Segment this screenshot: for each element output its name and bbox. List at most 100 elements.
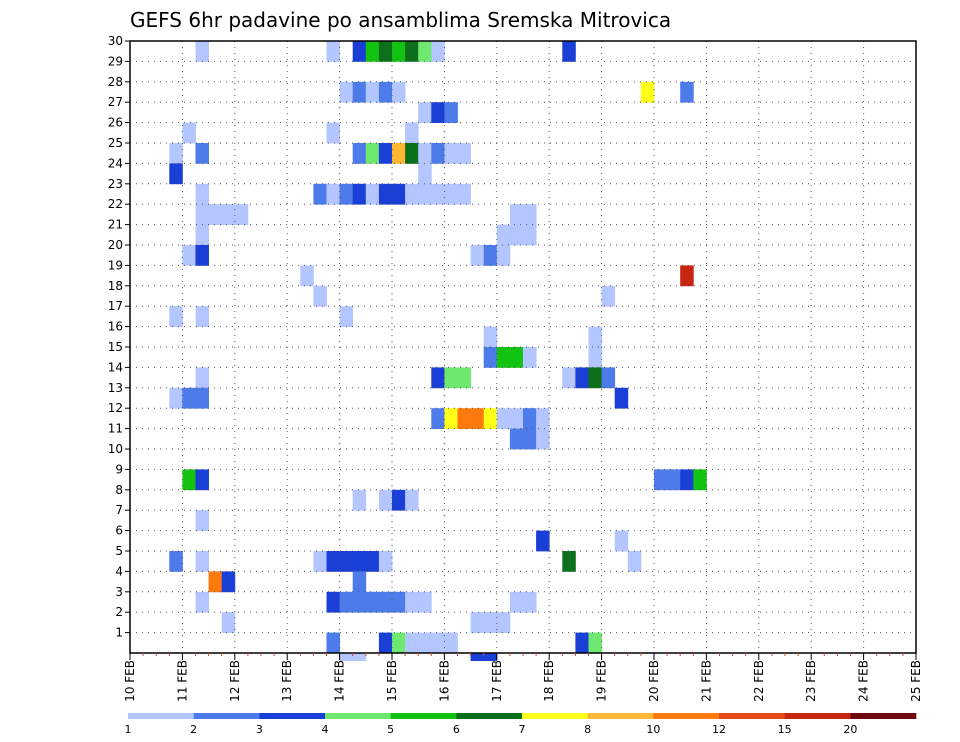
heatmap-cell	[444, 143, 458, 164]
y-tick-label: 15	[108, 340, 123, 354]
heatmap-cell	[470, 653, 485, 661]
heatmap-cell	[601, 285, 616, 307]
heatmap-cell	[470, 612, 485, 633]
heatmap-cell	[352, 41, 367, 62]
heatmap-cell	[457, 408, 471, 429]
heatmap-cell	[392, 143, 406, 164]
heatmap-cell	[523, 591, 537, 613]
heatmap-cell	[509, 428, 524, 450]
heatmap-cell	[326, 183, 340, 205]
heatmap-cell	[627, 551, 642, 572]
heatmap-cell	[169, 143, 183, 164]
heatmap-cell	[195, 551, 209, 572]
heatmap-cell	[326, 591, 340, 613]
heatmap-cell	[523, 204, 537, 225]
x-date-label: 13 FEB	[280, 660, 294, 702]
heatmap-cell	[405, 489, 419, 511]
y-axis: 1234567891011121314151617181920212223242…	[108, 34, 130, 640]
heatmap-cell	[496, 408, 511, 429]
heatmap-cell	[352, 551, 367, 572]
heatmap-cell	[326, 551, 340, 572]
heatmap-cell	[680, 469, 694, 491]
heatmap-cell	[392, 489, 406, 511]
heatmap-cell	[169, 387, 183, 409]
heatmap-cells	[169, 41, 707, 661]
heatmap-cell	[378, 41, 393, 62]
heatmap-cell	[562, 41, 576, 62]
heatmap-cell	[195, 245, 209, 266]
heatmap-cell	[392, 591, 406, 613]
colorbar-swatch	[850, 713, 917, 719]
heatmap-cell	[483, 326, 498, 348]
heatmap-cell	[195, 204, 209, 225]
y-tick-label: 17	[108, 299, 123, 313]
y-tick-label: 8	[115, 483, 123, 497]
heatmap-cell	[444, 102, 458, 123]
heatmap-cell	[431, 41, 445, 62]
x-date-label: 11 FEB	[175, 660, 189, 702]
heatmap-cell	[208, 571, 223, 593]
heatmap-cell	[339, 653, 354, 661]
y-tick-label: 25	[108, 136, 123, 150]
y-tick-label: 29	[108, 54, 123, 68]
heatmap-cell	[640, 81, 655, 103]
colorbar-label: 10	[646, 723, 660, 736]
heatmap-cell	[313, 551, 327, 572]
heatmap-cell	[457, 143, 471, 164]
heatmap-cell	[195, 387, 209, 409]
heatmap-cell	[352, 143, 367, 164]
heatmap-cell	[693, 469, 707, 491]
colorbar-label: 4	[322, 723, 329, 736]
heatmap-cell	[601, 367, 616, 389]
heatmap-cell	[509, 204, 524, 225]
heatmap-cell	[483, 612, 498, 633]
heatmap-cell	[509, 408, 524, 429]
y-tick-label: 30	[108, 34, 123, 48]
heatmap-cell	[195, 367, 209, 389]
heatmap-cell	[182, 387, 196, 409]
heatmap-cell	[483, 245, 498, 266]
heatmap-cell	[509, 224, 524, 246]
colorbar-swatch	[128, 713, 194, 719]
heatmap-cell	[195, 183, 209, 205]
heatmap-cell	[496, 347, 511, 368]
y-tick-label: 5	[115, 544, 123, 558]
heatmap-cell	[614, 387, 629, 409]
heatmap-cell	[352, 571, 367, 593]
heatmap-cell	[536, 530, 550, 552]
heatmap-cell	[588, 326, 602, 348]
heatmap-cell	[339, 183, 354, 205]
heatmap-cell	[365, 551, 380, 572]
heatmap-cell	[470, 408, 485, 429]
heatmap-cell	[195, 41, 209, 62]
heatmap-cell	[444, 367, 458, 389]
heatmap-cell	[588, 367, 602, 389]
y-tick-label: 28	[108, 75, 123, 89]
heatmap-cell	[483, 347, 498, 368]
y-tick-label: 26	[108, 116, 123, 130]
heatmap-cell	[339, 306, 354, 327]
heatmap-cell	[523, 347, 537, 368]
heatmap-cell	[457, 367, 471, 389]
heatmap-cell	[352, 489, 367, 511]
grid-lines	[130, 40, 916, 653]
heatmap-cell	[418, 632, 432, 654]
heatmap-cell	[431, 408, 445, 429]
heatmap-cell	[326, 632, 340, 654]
heatmap-cell	[195, 306, 209, 327]
heatmap-cell	[418, 591, 432, 613]
heatmap-cell	[614, 530, 629, 552]
x-date-label: 19 FEB	[595, 660, 609, 702]
heatmap-cell	[169, 306, 183, 327]
x-date-label: 21 FEB	[699, 660, 713, 702]
heatmap-cell	[352, 183, 367, 205]
heatmap-cell	[431, 367, 445, 389]
colorbar-swatch	[522, 713, 588, 719]
y-tick-label: 24	[108, 156, 123, 170]
heatmap-cell	[339, 81, 354, 103]
heatmap-cell	[326, 122, 340, 144]
heatmap-cell	[365, 81, 380, 103]
heatmap-cell	[536, 428, 550, 450]
heatmap-cell	[496, 612, 511, 633]
